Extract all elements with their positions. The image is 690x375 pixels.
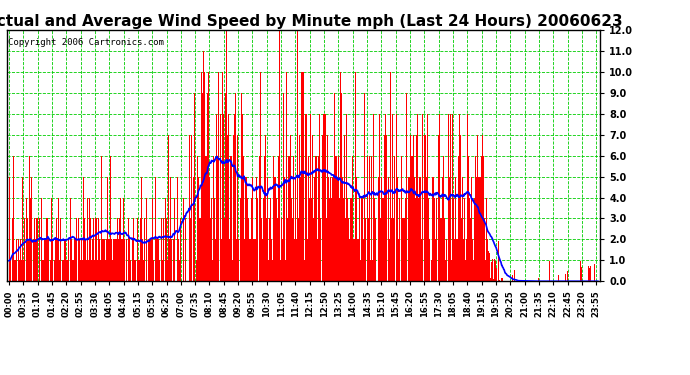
Text: Copyright 2006 Cartronics.com: Copyright 2006 Cartronics.com [8, 38, 164, 46]
Title: Actual and Average Wind Speed by Minute mph (Last 24 Hours) 20060623: Actual and Average Wind Speed by Minute … [0, 14, 622, 29]
